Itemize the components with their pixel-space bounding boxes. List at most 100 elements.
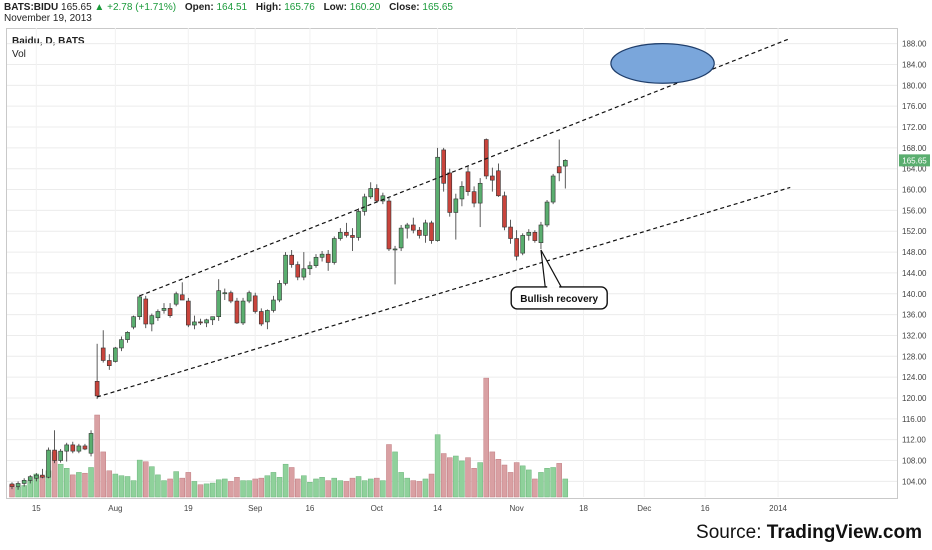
volume-bar — [70, 474, 76, 498]
volume-bar — [483, 377, 489, 498]
candle-body — [301, 268, 307, 278]
volume-bar — [459, 460, 465, 498]
candle-body — [550, 175, 556, 203]
volume-bar — [307, 481, 313, 498]
target-ellipse — [610, 43, 715, 84]
candle — [331, 236, 337, 265]
candle — [246, 290, 252, 304]
volume-bar — [234, 477, 240, 498]
volume-bar — [331, 477, 337, 498]
volume-bar — [380, 480, 386, 498]
candle-body — [113, 347, 118, 362]
candle-body — [258, 311, 264, 325]
candle — [119, 336, 124, 352]
x-tick-label: 15 — [32, 504, 41, 513]
y-tick-label: 112.00 — [902, 436, 926, 445]
volume-bar — [386, 444, 392, 498]
y-tick-label: 132.00 — [902, 331, 927, 340]
candle-body — [131, 316, 136, 328]
candle-body — [465, 171, 471, 192]
volume-bar — [191, 481, 198, 498]
y-tick-label: 144.00 — [902, 269, 927, 278]
candle-body — [186, 300, 191, 326]
candle-body — [307, 265, 313, 270]
candle — [550, 173, 556, 205]
volume-bar — [82, 472, 88, 498]
candle-body — [216, 290, 222, 317]
callout-text: Bullish recovery — [520, 294, 598, 305]
y-tick-label: 108.00 — [902, 457, 927, 466]
close-label: Close: — [389, 2, 420, 13]
candle — [544, 199, 550, 228]
candle — [526, 229, 532, 241]
candle — [410, 217, 416, 234]
candle — [423, 219, 428, 243]
volume-bar — [167, 478, 173, 498]
candle-body — [319, 253, 325, 258]
volume-bar — [367, 478, 374, 498]
volume-bar — [477, 462, 483, 498]
candle — [556, 139, 562, 182]
volume-bar — [88, 467, 94, 498]
chart-frame — [6, 28, 898, 499]
candle — [252, 292, 258, 314]
candle-body — [368, 188, 374, 198]
candle-body — [252, 295, 258, 312]
y-tick-label: 176.00 — [902, 102, 927, 111]
price-change: +2.78 (+1.71%) — [107, 2, 177, 13]
candle — [192, 315, 197, 330]
candle — [307, 261, 313, 276]
candle — [404, 222, 410, 239]
volume-bar — [349, 477, 356, 498]
open-value: 164.51 — [216, 2, 248, 13]
candle-body — [350, 235, 355, 238]
volume-bar — [228, 481, 234, 498]
x-tick-label: 16 — [701, 504, 710, 513]
candle-body — [137, 296, 142, 317]
candle — [514, 230, 519, 261]
candle — [301, 252, 307, 281]
pane-title: Baidu, D, BATS — [12, 36, 85, 47]
volume-bar — [295, 478, 301, 498]
volume-bar — [276, 477, 283, 498]
callout-pointer — [540, 249, 563, 288]
candle — [9, 482, 15, 490]
candle — [228, 290, 234, 304]
candle — [362, 193, 367, 216]
candle — [82, 443, 88, 451]
candle — [295, 261, 301, 281]
candle — [374, 184, 380, 203]
up-arrow-icon: ▲ — [94, 2, 105, 13]
candle — [64, 442, 70, 462]
candle — [21, 478, 27, 487]
volume-bar — [337, 480, 344, 498]
candle-body — [9, 483, 15, 487]
candle-body — [362, 196, 367, 212]
candle-body — [344, 231, 349, 236]
candle-body — [520, 235, 526, 254]
candle-body — [356, 211, 361, 238]
volume-bar — [288, 467, 295, 498]
source-credit: Source: TradingView.com — [696, 522, 922, 544]
candle-body — [40, 474, 45, 478]
candle — [34, 473, 39, 482]
candle-body — [173, 293, 179, 305]
candle-body — [192, 321, 197, 326]
volume-bar — [130, 480, 137, 498]
y-tick-label: 120.00 — [902, 394, 927, 403]
candle-body — [64, 444, 70, 452]
candle-body — [82, 445, 88, 450]
candle — [380, 192, 386, 205]
volume-bar — [39, 476, 46, 498]
candle — [350, 228, 355, 252]
volume-bar — [538, 472, 544, 498]
candle — [392, 245, 398, 285]
candle — [386, 197, 392, 252]
candle — [167, 303, 173, 318]
candle-body — [277, 283, 282, 301]
candle — [198, 318, 203, 326]
candle — [94, 343, 100, 400]
candle-body — [46, 449, 51, 478]
volume-bar — [447, 457, 453, 498]
